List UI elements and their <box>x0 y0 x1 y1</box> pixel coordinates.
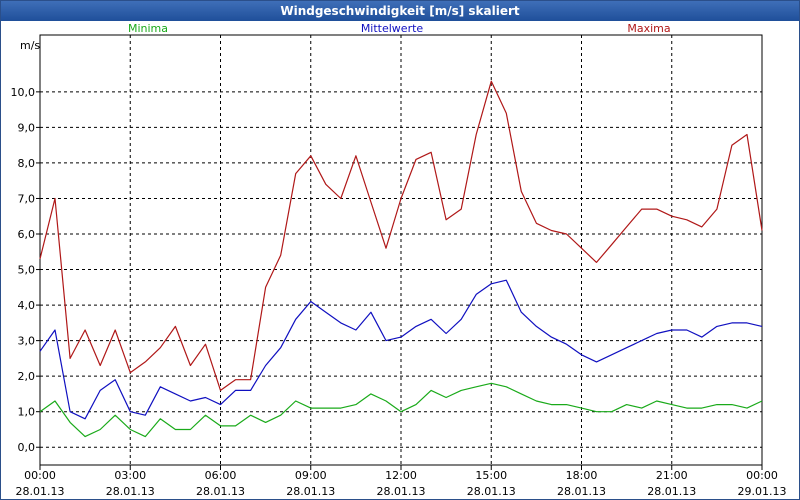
legend-label-maxima: Maxima <box>627 22 670 35</box>
y-tick-label: 7,0 <box>18 192 36 205</box>
x-tick-date: 28.01.13 <box>106 485 155 498</box>
series-line-maxima <box>39 80 763 391</box>
x-tick-date: 28.01.13 <box>557 485 606 498</box>
x-tick-date: 28.01.13 <box>647 485 696 498</box>
legend-label-minima: Minima <box>128 22 168 35</box>
x-tick-time: 21:00 <box>656 469 688 482</box>
y-tick-label: 8,0 <box>18 157 36 170</box>
chart-svg: 0,0 1,0 2,0 3,0 4,0 5,0 6,0 7,0 8,0 9,0 10,0 m/s 00:… <box>11 22 787 498</box>
x-tick-time: 12:00 <box>385 469 417 482</box>
x-tick-time: 03:00 <box>114 469 146 482</box>
x-tick-date: 28.01.13 <box>286 485 335 498</box>
x-tick-date: 28.01.13 <box>16 485 65 498</box>
y-tick-label: 0,0 <box>18 441 36 454</box>
y-tick-label: 1,0 <box>18 406 36 419</box>
legend-label-mittelwerte: Mittelwerte <box>361 22 424 35</box>
y-tick-label: 3,0 <box>18 335 36 348</box>
x-tick-date: 28.01.13 <box>196 485 245 498</box>
window-title: Windgeschwindigkeit [m/s] skaliert <box>1 1 799 21</box>
plot-area <box>39 34 763 466</box>
y-tick-label: 4,0 <box>18 299 36 312</box>
y-tick-label: 2,0 <box>18 370 36 383</box>
x-tick-date: 28.01.13 <box>467 485 516 498</box>
x-tick-date: 28.01.13 <box>377 485 426 498</box>
y-tick-label: 6,0 <box>18 228 36 241</box>
x-tick-time: 00:00 <box>746 469 778 482</box>
y-tick-label: 10,0 <box>11 86 36 99</box>
x-tick-time: 15:00 <box>475 469 507 482</box>
series-line-minima <box>39 382 763 438</box>
x-tick-time: 00:00 <box>24 469 56 482</box>
y-tick-label: 5,0 <box>18 264 36 277</box>
y-tick-label: 9,0 <box>18 121 36 134</box>
x-tick-time: 18:00 <box>566 469 598 482</box>
y-axis-label: m/s <box>20 39 40 52</box>
x-tick-time: 09:00 <box>295 469 327 482</box>
x-tick-time: 06:00 <box>205 469 237 482</box>
series-line-mittelwerte <box>39 279 763 420</box>
x-tick-date: 29.01.13 <box>738 485 787 498</box>
